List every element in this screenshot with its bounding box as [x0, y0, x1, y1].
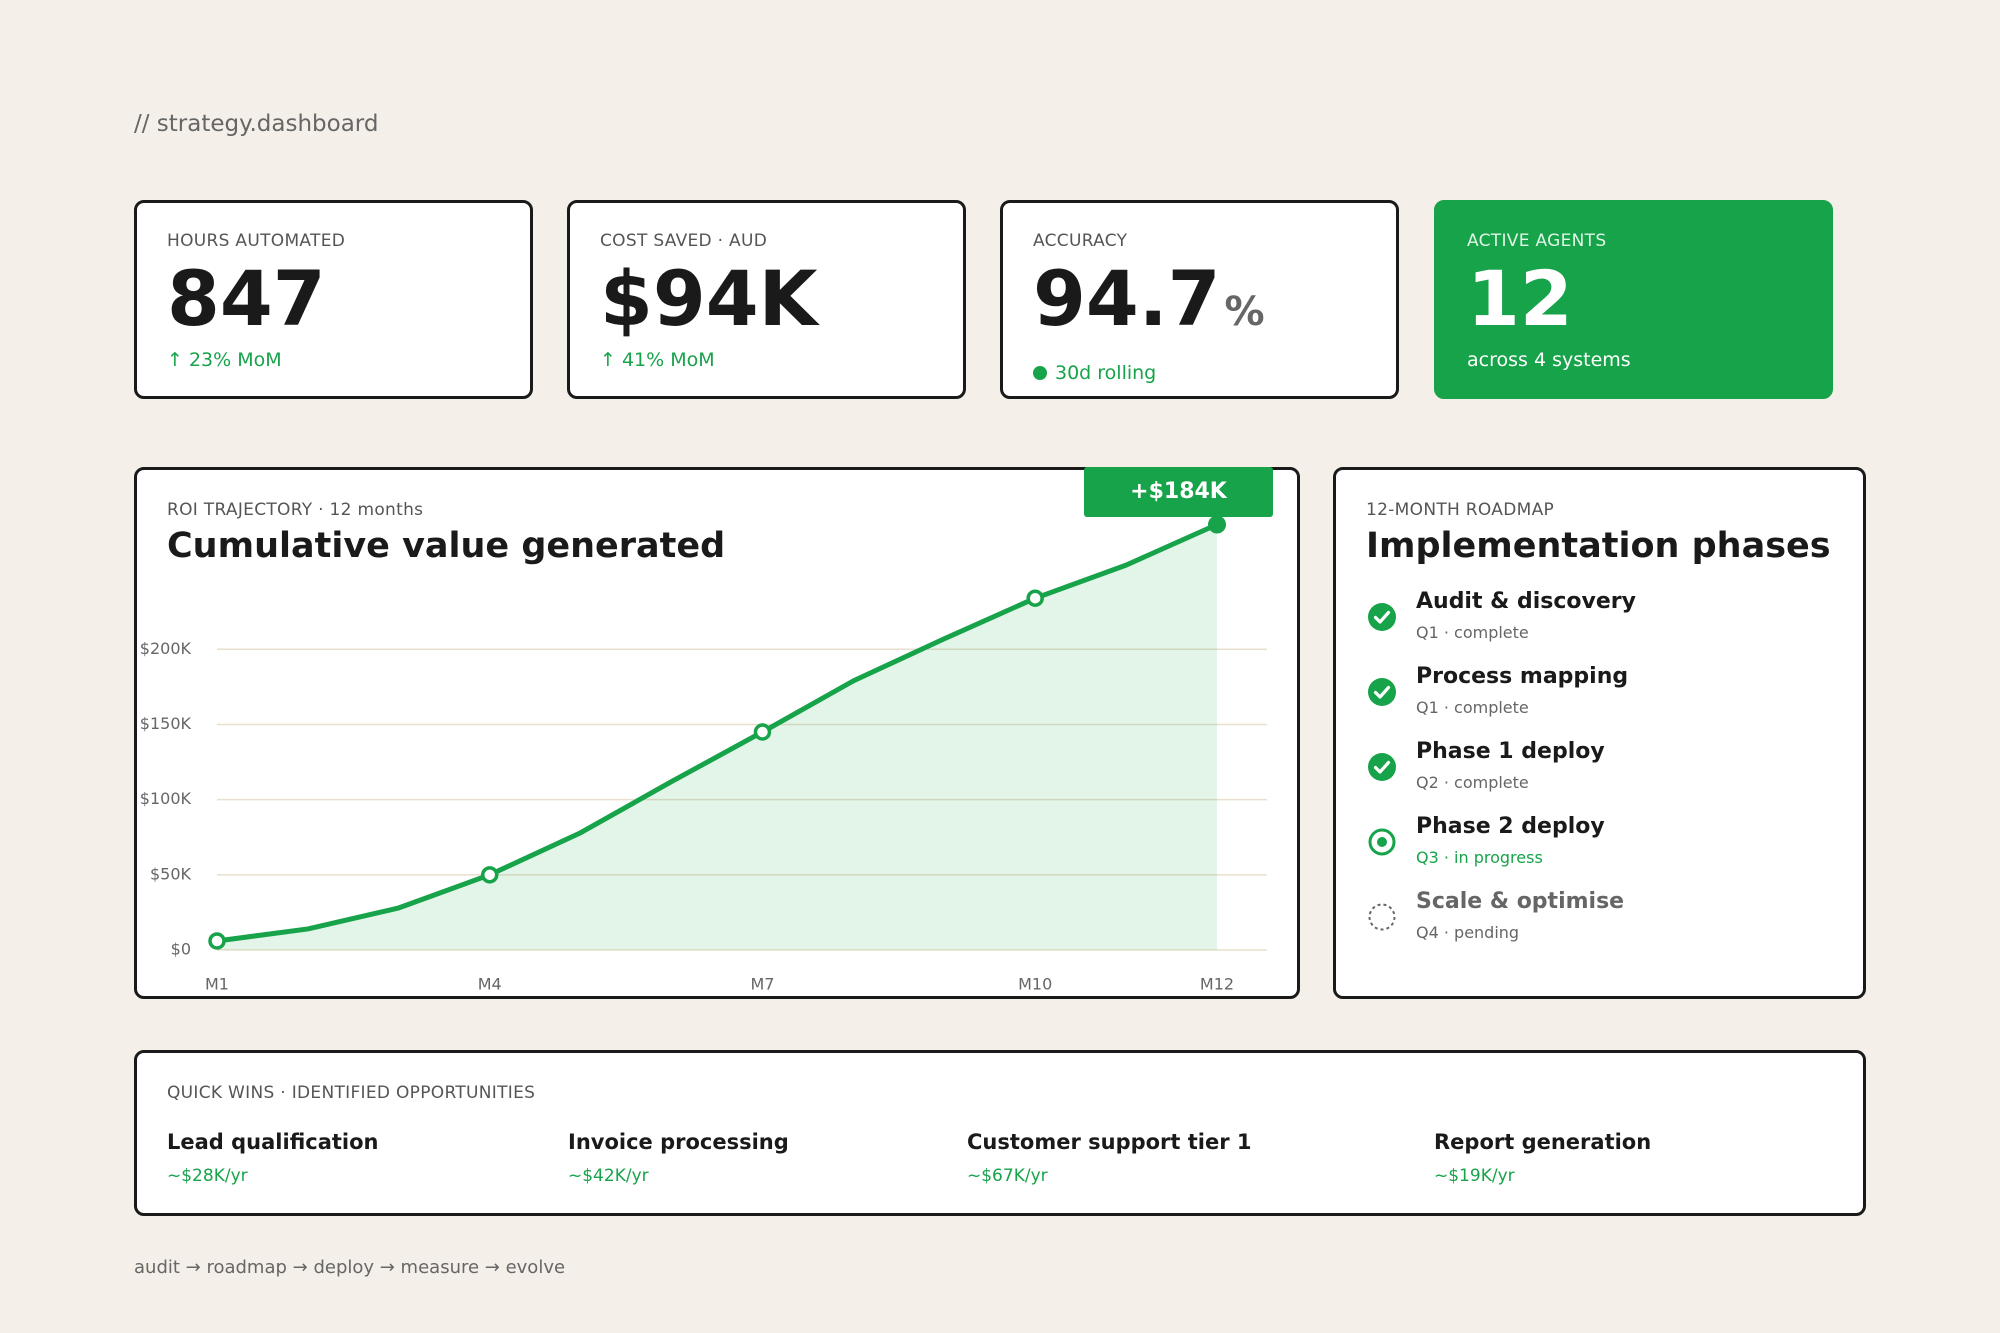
phase-name: Process mapping — [1416, 664, 1629, 689]
quick-win-name: Report generation — [1434, 1130, 1652, 1154]
point — [480, 866, 499, 884]
phase-icon — [1368, 603, 1396, 631]
phase-name: Phase 2 deploy — [1416, 814, 1605, 839]
quick-win-name: Invoice processing — [568, 1130, 789, 1154]
point — [1026, 589, 1044, 607]
kpi-value: $94K — [600, 254, 818, 343]
icon-circle — [1368, 753, 1396, 781]
y-tick-label: $50K — [150, 864, 192, 883]
roi-badge: +$184K — [1084, 467, 1273, 517]
icon-check — [1373, 760, 1391, 774]
quick-win-value: ~$42K/yr — [568, 1166, 649, 1186]
y-tick-label: $0 — [171, 940, 191, 959]
kpi-label: ACCURACY — [1033, 231, 1128, 251]
x-tick-label: M10 — [1018, 975, 1052, 994]
phase-status: Q4 · pending — [1416, 923, 1520, 942]
phase-icon — [1368, 828, 1396, 856]
footer: audit → roadmap → deploy → measure → evo… — [134, 1257, 566, 1278]
roadmap-panel: 12-MONTH ROADMAP Implementation phases A… — [1333, 467, 1866, 999]
kpi-note: across 4 systems — [1467, 349, 1631, 371]
quick-win: Report generation ~$19K/yr — [1434, 1129, 1651, 1187]
phase-icon — [1368, 753, 1396, 781]
icon-dot — [1377, 837, 1387, 847]
quick-win-value: ~$28K/yr — [167, 1166, 248, 1186]
quick-win-value: ~$67K/yr — [967, 1166, 1048, 1186]
panel-label: 12-MONTH ROADMAP — [1366, 500, 1555, 520]
icon-ring — [1368, 903, 1396, 931]
roi-panel: $0 $50K $100K $150K $200K M1 M4 M7 M10 M12 +$184K… — [134, 467, 1300, 999]
icon-check — [1373, 685, 1391, 699]
phase-icon — [1368, 903, 1396, 931]
line — [216, 522, 1219, 944]
kpi-note-row: 30d rolling — [1033, 361, 1366, 385]
kpi-note: 30d rolling — [1055, 362, 1157, 384]
y-tick-label: $100K — [140, 789, 192, 808]
quick-win-name: Customer support tier 1 — [967, 1130, 1252, 1154]
icon-ring — [1368, 828, 1396, 856]
quick-win-value: ~$19K/yr — [1434, 1166, 1515, 1186]
kpi-label: HOURS AUTOMATED — [167, 231, 346, 251]
panel-title: Cumulative value generated — [167, 526, 726, 566]
panel-label: ROI TRAJECTORY · 12 months — [167, 500, 424, 520]
kpi-value: 94.7% — [1033, 259, 1366, 352]
panel-title: Implementation phases — [1366, 526, 1831, 566]
kpi-card: ACCURACY 94.7% 30d rolling — [1000, 200, 1399, 399]
icon-check — [1373, 610, 1391, 624]
phase: Phase 2 deploy Q3 · in progress — [1366, 813, 1833, 868]
phase-status: Q2 · complete — [1416, 773, 1529, 792]
kpi-note: ↑ 23% MoM — [167, 349, 282, 371]
quick-win: Lead qualification ~$28K/yr — [167, 1129, 379, 1187]
kpi-value: 12 — [1467, 254, 1573, 343]
kpi-unit: % — [1224, 289, 1265, 335]
kpi-number: 94.7 — [1033, 254, 1221, 343]
icon-circle — [1368, 603, 1396, 631]
kpi-value: 847 — [167, 254, 326, 343]
y-tick-label: $200K — [140, 639, 192, 658]
panel-label: QUICK WINS · IDENTIFIED OPPORTUNITIES — [167, 1083, 536, 1103]
page-title: // strategy.dashboard — [134, 111, 379, 137]
kpi-card: HOURS AUTOMATED 847 ↑ 23% MoM — [134, 200, 533, 399]
phase: Phase 1 deploy Q2 · complete — [1366, 738, 1833, 793]
x-tick-label: M7 — [750, 975, 774, 994]
x-tick-label: M12 — [1200, 975, 1234, 994]
phase: Audit & discovery Q1 · complete — [1366, 588, 1833, 643]
quick-wins-panel: QUICK WINS · IDENTIFIED OPPORTUNITIES Le… — [134, 1050, 1866, 1216]
point — [753, 723, 772, 741]
phase: Process mapping Q1 · complete — [1366, 663, 1833, 718]
point — [208, 932, 226, 950]
y-tick-label: $150K — [140, 714, 192, 733]
kpi-note: ↑ 41% MoM — [600, 349, 715, 371]
phase-status: Q3 · in progress — [1416, 848, 1543, 867]
quick-win: Customer support tier 1 ~$67K/yr — [967, 1129, 1252, 1187]
phase: Scale & optimise Q4 · pending — [1366, 888, 1833, 943]
phase-icon — [1368, 678, 1396, 706]
phase-name: Scale & optimise — [1416, 889, 1625, 914]
quick-win-name: Lead qualification — [167, 1130, 379, 1154]
phase-name: Audit & discovery — [1416, 589, 1636, 614]
quick-win: Invoice processing ~$42K/yr — [568, 1129, 789, 1187]
x-tick-label: M4 — [478, 975, 502, 994]
phase-name: Phase 1 deploy — [1416, 739, 1605, 764]
kpi-label: COST SAVED · AUD — [600, 231, 768, 251]
kpi-card: ACTIVE AGENTS 12 across 4 systems — [1434, 200, 1833, 399]
status-dot — [1033, 366, 1047, 380]
roi-chart: $0 $50K $100K $150K $200K M1 M4 M7 M10 M12 — [140, 515, 1267, 994]
phase-status: Q1 · complete — [1416, 698, 1529, 717]
kpi-label: ACTIVE AGENTS — [1467, 231, 1607, 251]
point — [1208, 515, 1226, 534]
icon-circle — [1368, 678, 1396, 706]
x-tick-label: M1 — [205, 975, 229, 994]
phase-status: Q1 · complete — [1416, 623, 1529, 642]
kpi-card: COST SAVED · AUD $94K ↑ 41% MoM — [567, 200, 966, 399]
